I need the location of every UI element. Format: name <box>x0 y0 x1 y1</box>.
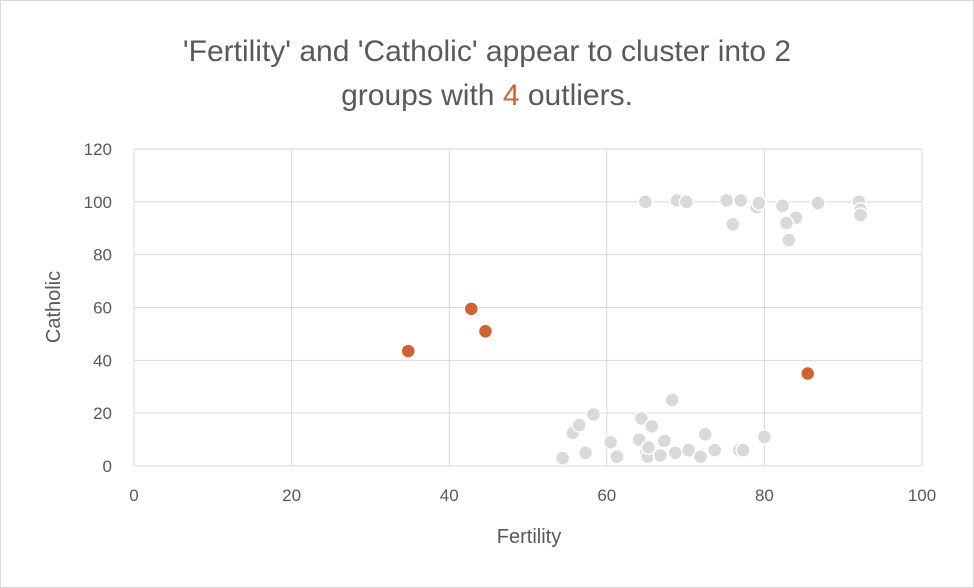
data-point-35 <box>697 426 714 443</box>
x-tick-label-20: 20 <box>282 486 301 505</box>
chart-title-line1: 'Fertility' and 'Catholic' appear to clu… <box>182 35 792 68</box>
chart-title: 'Fertility' and 'Catholic' appear to clu… <box>0 30 974 118</box>
data-point-31 <box>664 392 680 408</box>
y-tick-label-80: 80 <box>93 246 112 265</box>
data-point-18 <box>571 417 587 433</box>
data-point-29 <box>652 447 669 464</box>
data-point-30 <box>656 433 673 449</box>
outlier-point-1 <box>477 323 494 340</box>
data-point-4 <box>733 192 749 209</box>
x-tick-label-80: 80 <box>755 486 774 505</box>
data-point-7 <box>774 198 791 214</box>
chart-title-line2-before: groups with <box>341 79 495 112</box>
data-point-15 <box>781 232 797 248</box>
x-axis-title: Fertility <box>497 526 561 548</box>
y-tick-label-40: 40 <box>93 351 112 370</box>
y-tick-label-20: 20 <box>93 404 112 423</box>
data-point-27 <box>640 439 657 456</box>
y-tick-label-0: 0 <box>103 457 112 476</box>
data-point-14 <box>778 215 795 231</box>
data-point-16 <box>554 450 571 466</box>
data-point-12 <box>852 207 869 223</box>
gridlines <box>133 148 923 467</box>
data-point-13 <box>725 216 741 233</box>
outlier-point-2 <box>400 343 416 359</box>
chart-title-highlight: 4 <box>502 79 520 112</box>
data-point-2 <box>678 194 695 210</box>
data-point-34 <box>692 449 709 465</box>
y-axis-title: Catholic <box>43 271 65 343</box>
x-tick-label-100: 100 <box>908 486 936 505</box>
data-point-22 <box>609 449 625 465</box>
y-tick-label-100: 100 <box>84 193 112 212</box>
data-point-0 <box>637 194 654 210</box>
data-point-28 <box>643 418 660 435</box>
x-tick-label-60: 60 <box>597 486 616 505</box>
data-point-21 <box>602 434 619 450</box>
outlier-point-0 <box>463 301 480 317</box>
data-point-36 <box>707 442 723 458</box>
data-point-33 <box>681 442 697 458</box>
tick-labels: 0 20 40 60 80 100 120 0 20 40 60 80 100 <box>84 140 937 505</box>
data-point-6 <box>751 195 767 211</box>
outlier-point-3 <box>799 365 816 382</box>
data-point-19 <box>577 445 594 461</box>
data-point-20 <box>585 406 602 423</box>
data-point-38 <box>735 442 751 458</box>
x-tick-label-0: 0 <box>129 486 138 505</box>
chart-title-line2-after: outliers. <box>527 79 633 112</box>
data-point-3 <box>718 192 735 209</box>
data-point-39 <box>756 429 773 445</box>
data-points <box>400 192 869 466</box>
data-point-24 <box>633 410 650 427</box>
data-point-9 <box>810 195 826 211</box>
x-tick-label-40: 40 <box>440 486 459 505</box>
y-tick-label-120: 120 <box>84 140 112 159</box>
data-point-32 <box>667 445 684 461</box>
y-tick-label-60: 60 <box>93 299 112 318</box>
